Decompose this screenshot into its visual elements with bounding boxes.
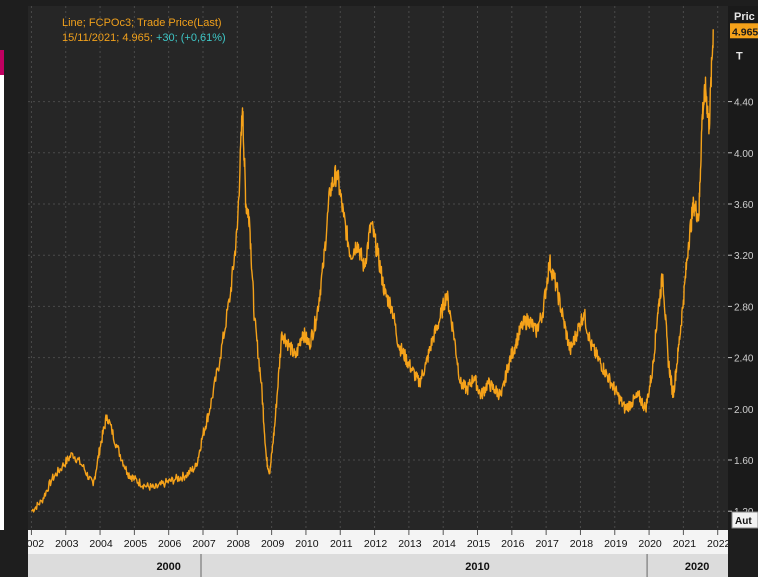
x-tick-label: 2015: [467, 538, 491, 550]
x-tick-label: 2016: [501, 538, 525, 550]
x-tick-label: 2020: [638, 538, 662, 550]
decade-label: 2000: [156, 561, 180, 573]
last-price-badge: [730, 23, 758, 39]
x-tick-label: 2009: [261, 538, 285, 550]
last-price-label: 4.965: [732, 26, 758, 38]
x-tick-label: 2011: [330, 538, 353, 550]
x-tick-label: 2012: [364, 538, 388, 550]
price-axis-header: Pric: [734, 11, 755, 23]
price-axis-marker: T: [736, 50, 743, 62]
left-edge-marker: [0, 50, 4, 75]
x-tick-label: 2003: [55, 538, 79, 550]
x-tick-label: 2014: [433, 538, 457, 550]
x-tick-label: 2022: [707, 538, 728, 550]
x-tick-label: 2017: [535, 538, 559, 550]
time-axis[interactable]: 2002 2003 2004 2005 2006 2007 2008 2009 2010 2011…: [28, 530, 728, 577]
chart-legend: Line; FCPOc3; Trade Price(Last) 15/11/20…: [62, 16, 226, 46]
decade-label: 2010: [465, 561, 489, 573]
y-tick-label: 2.00: [734, 405, 754, 416]
y-tick-label: 3.60: [734, 200, 754, 211]
x-tick-label: 2019: [604, 538, 628, 550]
x-tick-label: 2021: [673, 538, 697, 550]
y-tick-label: 4.00: [734, 149, 754, 160]
x-tick-label: 2010: [295, 538, 319, 550]
auto-scale-button: [731, 511, 758, 529]
y-tick-label: 4.40: [734, 98, 754, 109]
price-line-chart: [28, 6, 728, 530]
legend-date-value: 15/11/2021; 4.965;: [62, 32, 153, 44]
x-tick-label: 2006: [158, 538, 182, 550]
legend-series-label: Line; FCPOc3; Trade Price(Last): [62, 17, 222, 29]
decade-row-bg: [28, 554, 728, 577]
year-row-bg: [28, 530, 728, 554]
x-tick-label: 2005: [124, 538, 148, 550]
legend-change: +30; (+0,61%): [156, 32, 226, 44]
price-axis[interactable]: Pric 4.965 T 4.40 4.00 3.60 3.20 2.80 2.40 2.00 1.…: [728, 6, 758, 530]
y-tick-label: 2.80: [734, 302, 754, 313]
auto-scale-label: Aut: [735, 516, 752, 527]
x-tick-label: 2013: [398, 538, 422, 550]
time-axis-ticks: 2002 2003 2004 2005 2006 2007 2008 2009 2010 2011…: [28, 530, 728, 577]
left-edge-strip: [0, 60, 4, 530]
price-axis-ticks: Pric 4.965 T 4.40 4.00 3.60 3.20 2.80 2.40 2.00 1.…: [728, 11, 758, 529]
legend-last-value: 15/11/2021; 4.965; +30; (+0,61%): [62, 31, 226, 46]
x-tick-label: 2004: [89, 538, 113, 550]
x-tick-label: 2002: [28, 538, 44, 550]
y-tick-label: 3.20: [734, 251, 754, 262]
x-tick-label: 2008: [227, 538, 251, 550]
chart-plot-area: Line; FCPOc3; Trade Price(Last) 15/11/20…: [28, 6, 728, 530]
x-tick-label: 2018: [570, 538, 594, 550]
y-tick-label: 1.60: [734, 456, 754, 467]
y-tick-label: 2.40: [734, 354, 754, 365]
price-series-line: [30, 29, 714, 513]
x-tick-label: 2007: [192, 538, 216, 550]
decade-label: 2020: [685, 561, 709, 573]
